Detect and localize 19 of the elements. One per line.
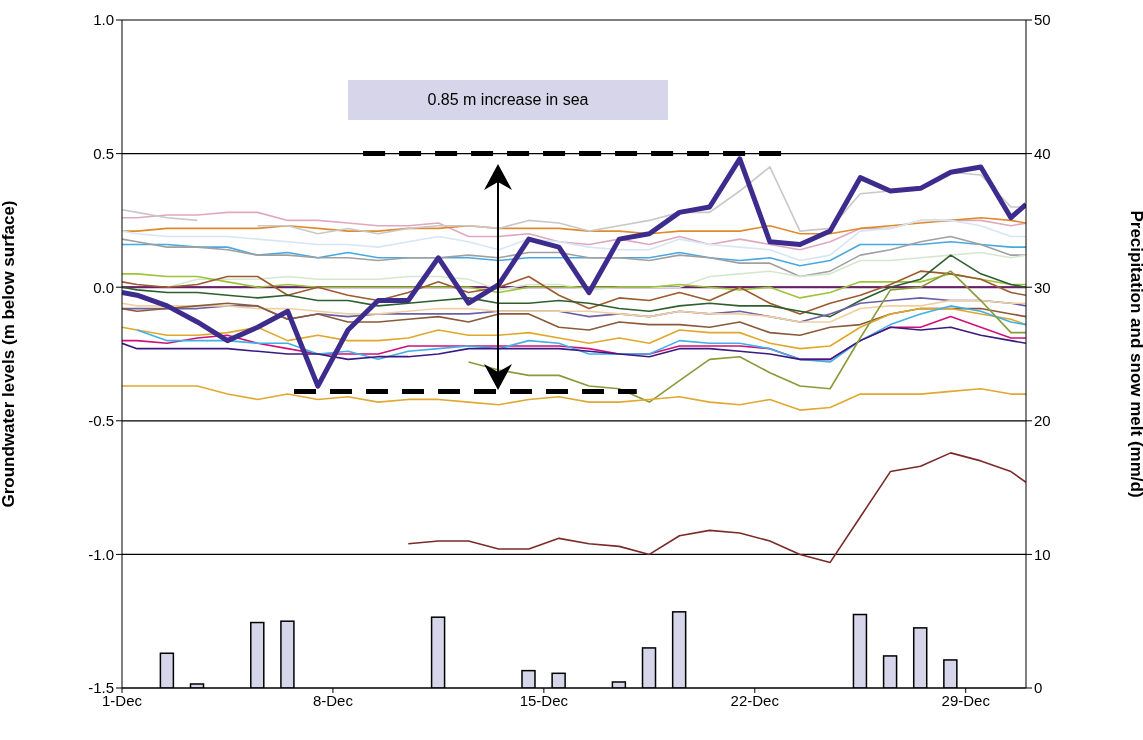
x-tick-label: 8-Dec — [312, 691, 354, 709]
y2-tick-label: 50 — [1034, 11, 1051, 29]
y-tick-label: 1.0 — [93, 11, 114, 29]
y-axis-title: Groundwater levels (m below surface) — [0, 200, 19, 508]
y-tick-label: -0.5 — [88, 412, 114, 430]
y-tick-label: 0.0 — [93, 278, 114, 296]
note-box: 0.85 m increase in sea — [348, 80, 668, 120]
y2-tick-label: 0 — [1034, 679, 1043, 697]
x-tick-label: 15-Dec — [519, 691, 569, 709]
y2-axis-title: Precipitation and snow melt (mm/d) — [1126, 210, 1143, 498]
x-tick-label: 29-Dec — [941, 691, 991, 709]
x-tick-label: 22-Dec — [730, 691, 780, 709]
y2-tick-label: 40 — [1034, 144, 1051, 162]
y2-tick-label: 10 — [1034, 545, 1051, 563]
y2-tick-label: 20 — [1034, 412, 1051, 430]
y-tick-label: -1.5 — [88, 679, 114, 697]
y-tick-label: -1.0 — [88, 545, 114, 563]
y-tick-label: 0.5 — [93, 144, 114, 162]
y2-tick-label: 30 — [1034, 278, 1051, 296]
